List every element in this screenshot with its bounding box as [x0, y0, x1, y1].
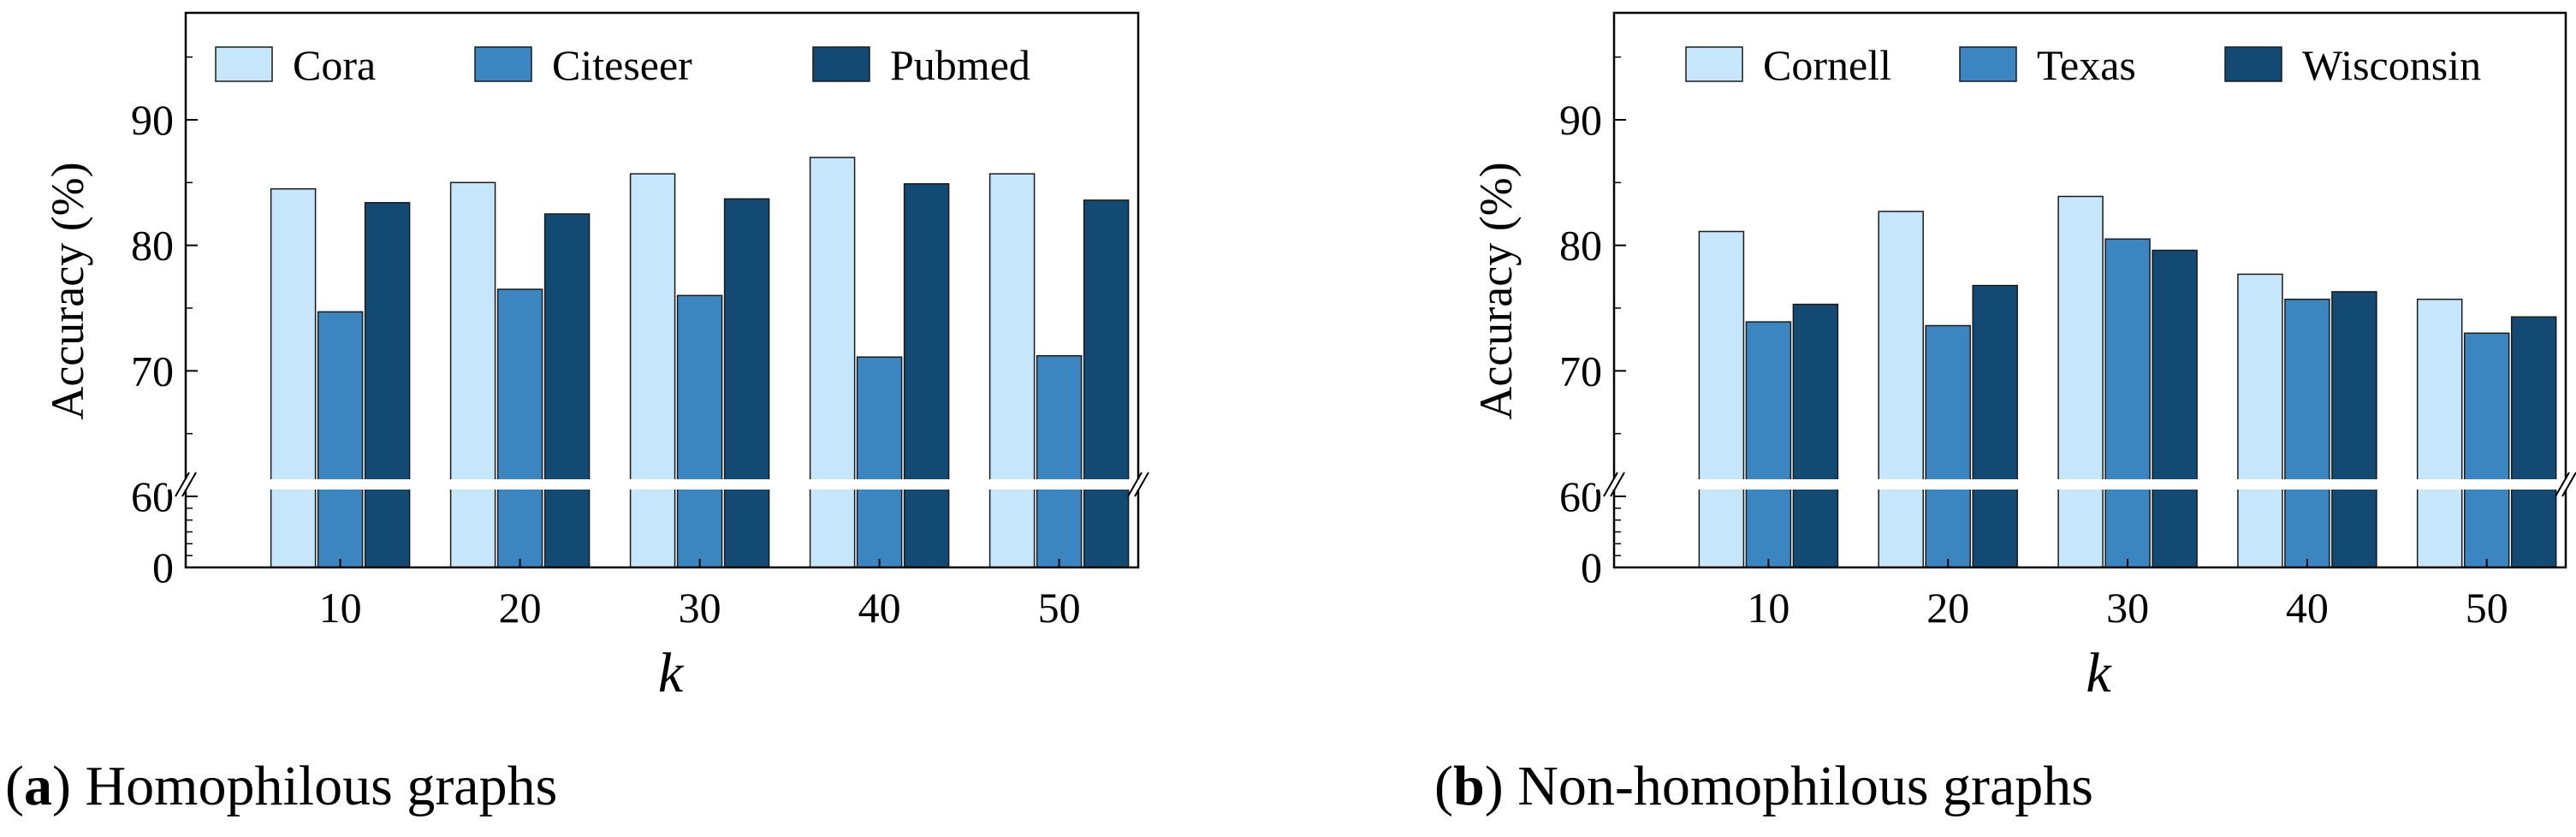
legend-label-pubmed: Pubmed — [890, 41, 1030, 89]
x-tick-label-30: 30 — [2106, 584, 2149, 632]
panel-caption: (a) Homophilous graphs — [5, 755, 557, 817]
x-tick-label-50: 50 — [1038, 584, 1081, 632]
x-tick-label-10: 10 — [1747, 584, 1790, 632]
panel-a-homophilous: 10 20 30 40 50 0 60 70 80 90 Accuracy (%) k Cora Cite… — [5, 11, 1157, 817]
bar-pubmed-30 — [723, 198, 770, 568]
legend-label-texas: Texas — [2037, 41, 2136, 89]
panel-caption: (b) Non-homophilous graphs — [1434, 755, 2093, 817]
bar-wisconsin-50 — [2510, 316, 2557, 568]
bar-citeseer-30 — [676, 294, 723, 568]
axis-break-gap — [167, 479, 1157, 490]
legend-swatch-citeseer — [474, 46, 532, 82]
axis-break-mark — [181, 472, 197, 497]
bar-cornell-40 — [2237, 273, 2283, 568]
y-axis-label: Accuracy (%) — [1470, 162, 1522, 419]
bar-cornell-10 — [1698, 230, 1745, 568]
axis-break-mark — [1134, 472, 1149, 497]
legend-swatch-cora — [215, 46, 273, 82]
caption-paren-open: ( — [1434, 755, 1453, 817]
bar-pubmed-20 — [543, 213, 591, 568]
bar-pubmed-10 — [364, 202, 411, 568]
y-tick-label-60: 60 — [131, 472, 174, 520]
plot-frame — [1612, 11, 2567, 569]
y-tick-label-60: 60 — [1559, 472, 1602, 520]
legend-swatch-cornell — [1685, 46, 1743, 82]
caption-paren-open: ( — [5, 755, 24, 817]
y-tick-label-90: 90 — [1559, 96, 1602, 144]
legend-label-citeseer: Citeseer — [552, 41, 692, 89]
x-tick-label-20: 20 — [1926, 584, 1969, 632]
bar-wisconsin-30 — [2152, 249, 2198, 568]
bar-wisconsin-10 — [1792, 303, 1839, 568]
bar-texas-40 — [2284, 298, 2330, 568]
x-tick-label-30: 30 — [679, 584, 721, 632]
y-tick-label-90: 90 — [131, 96, 174, 144]
x-axis-label: k — [2086, 642, 2112, 704]
bar-cornell-50 — [2416, 298, 2463, 568]
legend-swatch-pubmed — [812, 46, 870, 82]
bar-citeseer-40 — [856, 356, 903, 568]
axis-break-mark — [1610, 472, 1625, 497]
x-tick-label-20: 20 — [499, 584, 542, 632]
caption-letter: b — [1453, 755, 1485, 817]
y-tick-label-80: 80 — [1559, 222, 1602, 270]
x-axis-label: k — [658, 642, 685, 704]
bar-wisconsin-20 — [1972, 284, 2018, 568]
caption-text: Homophilous graphs — [85, 755, 557, 817]
plot-frame — [184, 11, 1140, 569]
bar-texas-30 — [2104, 238, 2151, 568]
bar-pubmed-40 — [903, 183, 950, 568]
x-tick-label-10: 10 — [319, 584, 362, 632]
bar-texas-20 — [1925, 324, 1971, 568]
caption-text: Non-homophilous graphs — [1517, 755, 2093, 817]
bar-cora-50 — [988, 173, 1036, 568]
x-tick-label-40: 40 — [858, 584, 901, 632]
bar-pubmed-50 — [1083, 199, 1130, 568]
legend-label-cornell: Cornell — [1763, 41, 1891, 89]
axis-break-mark — [1603, 472, 1618, 497]
caption-paren-close: ) — [1485, 755, 1517, 817]
bar-cora-20 — [449, 181, 496, 568]
y-axis-label: Accuracy (%) — [42, 162, 93, 419]
bar-texas-50 — [2463, 332, 2510, 568]
axis-break-mark — [2555, 472, 2570, 497]
y-tick-label-0: 0 — [1581, 543, 1602, 591]
bar-citeseer-20 — [496, 288, 543, 568]
bar-texas-10 — [1745, 321, 1792, 568]
y-tick-label-80: 80 — [131, 222, 174, 270]
axis-break-mark — [1127, 472, 1143, 497]
bar-wisconsin-40 — [2331, 291, 2377, 568]
y-tick-label-70: 70 — [131, 347, 174, 395]
bar-citeseer-10 — [317, 311, 364, 568]
axis-break-mark — [2561, 472, 2576, 497]
legend-swatch-texas — [1959, 46, 2017, 82]
legend-label-cora: Cora — [293, 41, 376, 89]
bar-cora-10 — [270, 187, 317, 568]
axis-break-mark — [175, 472, 190, 497]
y-tick-label-0: 0 — [152, 543, 174, 591]
x-tick-label-40: 40 — [2286, 584, 2329, 632]
panel-b-non-homophilous: 10 20 30 40 50 0 60 70 80 90 Accuracy (%) k Cornell T… — [1434, 11, 2576, 817]
bar-cora-40 — [809, 157, 856, 568]
y-tick-label-70: 70 — [1559, 347, 1602, 395]
caption-letter: a — [24, 755, 52, 817]
bar-cornell-20 — [1878, 211, 1924, 568]
legend-label-wisconsin: Wisconsin — [2302, 41, 2481, 89]
caption-paren-close: ) — [52, 755, 85, 817]
bar-cornell-30 — [2057, 195, 2104, 568]
bar-cora-30 — [629, 173, 676, 568]
bar-citeseer-50 — [1036, 354, 1083, 568]
legend-swatch-wisconsin — [2224, 46, 2282, 82]
axis-break-gap — [1595, 479, 2576, 490]
x-tick-label-50: 50 — [2466, 584, 2508, 632]
